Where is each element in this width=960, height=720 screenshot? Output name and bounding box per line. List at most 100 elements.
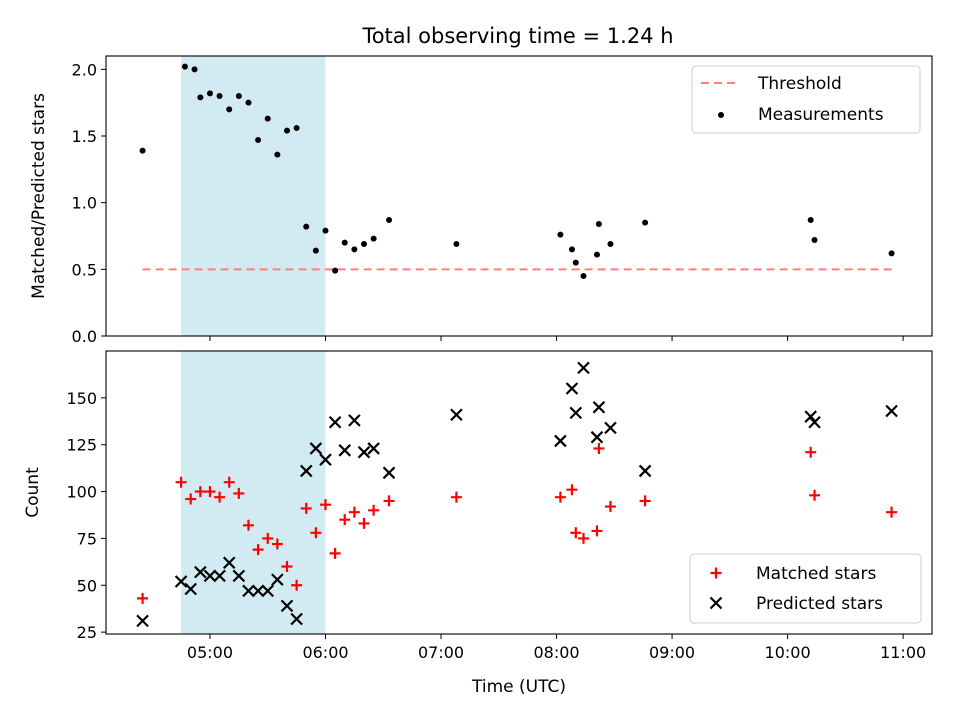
measurement-point bbox=[303, 223, 310, 230]
matched-star-point bbox=[214, 491, 226, 503]
top-ytick-label: 2.0 bbox=[72, 60, 97, 79]
matched-star-point bbox=[310, 527, 322, 539]
bottom-ytick-label: 125 bbox=[66, 436, 97, 455]
predicted-star-point bbox=[251, 584, 265, 598]
matched-star-point bbox=[591, 525, 603, 537]
legend-measurements-swatch bbox=[718, 112, 724, 118]
measurement-point bbox=[283, 127, 290, 134]
measurement-point bbox=[811, 237, 818, 243]
matched-star-point bbox=[252, 544, 264, 556]
measurement-point bbox=[386, 217, 393, 223]
measurement-point bbox=[216, 93, 223, 99]
measurement-point bbox=[595, 221, 602, 227]
matched-star-point bbox=[805, 446, 817, 458]
measurement-point bbox=[139, 147, 146, 154]
measurement-point bbox=[888, 250, 895, 257]
matched-star-point bbox=[339, 514, 351, 526]
predicted-star-point bbox=[261, 584, 275, 598]
predicted-star-point bbox=[309, 442, 323, 455]
predicted-star-point bbox=[565, 382, 579, 395]
measurement-point bbox=[312, 247, 319, 254]
matched-star-point bbox=[204, 486, 216, 498]
predicted-star-point bbox=[242, 584, 255, 598]
predicted-star-point bbox=[367, 442, 380, 455]
predicted-star-point bbox=[290, 612, 303, 626]
bottom-ytick-label: 50 bbox=[77, 576, 97, 595]
measurement-point bbox=[568, 246, 575, 253]
measurement-point bbox=[226, 106, 233, 113]
measurement-point bbox=[197, 94, 204, 101]
predicted-star-point bbox=[203, 569, 217, 583]
bottom-panel: 25 50 75 100 125 150 05:00 06:00 07:00 08:00 09:00… bbox=[23, 350, 933, 697]
xtick-label: 08:00 bbox=[533, 643, 579, 662]
measurement-point bbox=[332, 267, 339, 274]
bottom-legend: Matched stars Predicted stars bbox=[689, 553, 922, 624]
xtick-label: 10:00 bbox=[765, 643, 811, 662]
matched-star-point bbox=[593, 442, 605, 454]
predicted-star-point bbox=[222, 556, 236, 570]
matched-star-point bbox=[886, 506, 898, 518]
matched-star-point bbox=[368, 504, 380, 516]
measurement-point bbox=[235, 93, 242, 99]
matched-star-point bbox=[566, 484, 578, 496]
predicted-star-point bbox=[808, 415, 821, 429]
matched-star-point bbox=[233, 487, 245, 499]
predicted-star-point bbox=[136, 614, 149, 628]
predicted-star-point bbox=[184, 582, 197, 596]
legend-threshold-label: Threshold bbox=[757, 74, 842, 94]
bottom-y-axis-label: Count bbox=[23, 467, 43, 518]
matched-star-point bbox=[450, 491, 462, 503]
xtick-label: 05:00 bbox=[187, 643, 233, 662]
predicted-star-point bbox=[804, 410, 817, 423]
predicted-star-point bbox=[280, 599, 294, 613]
predicted-star-point bbox=[213, 569, 226, 583]
matched-star-point bbox=[358, 517, 370, 529]
predicted-star-point bbox=[357, 445, 371, 459]
predicted-star-point bbox=[271, 573, 284, 586]
predicted-star-point bbox=[885, 404, 898, 418]
measurement-point bbox=[255, 137, 262, 143]
measurement-point bbox=[245, 99, 252, 106]
predicted-star-point bbox=[174, 575, 188, 588]
xtick-label: 09:00 bbox=[649, 643, 695, 662]
measurement-point bbox=[453, 241, 460, 247]
top-panel: 0.0 0.5 1.0 1.5 2.0 Matched/Predicted stars T… bbox=[29, 55, 933, 346]
matched-star-point bbox=[570, 527, 582, 539]
legend-matched-label: Matched stars bbox=[756, 564, 876, 584]
xtick-label: 06:00 bbox=[302, 643, 348, 662]
top-y-axis-label: Matched/Predicted stars bbox=[29, 93, 49, 299]
bottom-ytick-label: 100 bbox=[66, 483, 97, 502]
matched-star-point bbox=[383, 495, 395, 507]
matched-star-point bbox=[185, 493, 197, 505]
matched-star-point bbox=[604, 501, 616, 513]
predicted-star-point bbox=[604, 421, 617, 435]
matched-star-point bbox=[578, 532, 590, 544]
measurement-point bbox=[191, 66, 198, 73]
predicted-star-point bbox=[590, 430, 604, 444]
xtick-label: 11:00 bbox=[880, 643, 926, 662]
predicted-star-point bbox=[194, 565, 207, 579]
predicted-star-point bbox=[577, 361, 590, 375]
predicted-star-point bbox=[338, 444, 352, 457]
predicted-star-point bbox=[232, 569, 246, 583]
bottom-legend-box bbox=[689, 553, 922, 624]
matched-star-point bbox=[329, 547, 341, 559]
top-ytick-label: 0.0 bbox=[72, 327, 97, 346]
predicted-star-point bbox=[299, 464, 313, 478]
matched-star-point bbox=[223, 476, 235, 488]
matched-star-point bbox=[137, 592, 149, 604]
matched-star-point bbox=[242, 519, 254, 531]
predicted-star-point bbox=[319, 453, 332, 466]
matched-star-point bbox=[554, 491, 566, 503]
top-plot-frame bbox=[105, 55, 933, 337]
predicted-star-point bbox=[554, 434, 567, 448]
top-ytick-label: 0.5 bbox=[72, 260, 97, 279]
measurement-point bbox=[642, 219, 649, 226]
legend-matched-swatch bbox=[710, 567, 722, 579]
predicted-star-point bbox=[592, 400, 606, 414]
predicted-star-point bbox=[569, 406, 583, 420]
matched-star-point bbox=[291, 579, 303, 591]
xtick-label: 07:00 bbox=[418, 643, 464, 662]
top-ytick-label: 1.5 bbox=[72, 127, 97, 146]
